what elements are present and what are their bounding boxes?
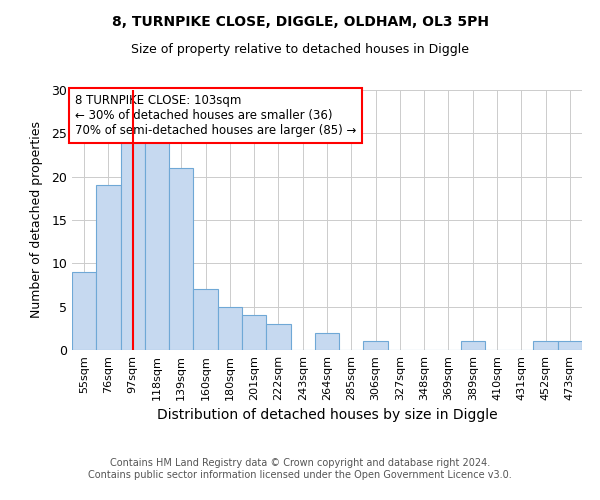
Y-axis label: Number of detached properties: Number of detached properties	[30, 122, 43, 318]
Text: 8, TURNPIKE CLOSE, DIGGLE, OLDHAM, OL3 5PH: 8, TURNPIKE CLOSE, DIGGLE, OLDHAM, OL3 5…	[112, 15, 488, 29]
Bar	[193, 290, 218, 350]
Text: Size of property relative to detached houses in Diggle: Size of property relative to detached ho…	[131, 42, 469, 56]
Bar	[145, 134, 169, 350]
X-axis label: Distribution of detached houses by size in Diggle: Distribution of detached houses by size …	[157, 408, 497, 422]
Bar	[364, 342, 388, 350]
Bar	[266, 324, 290, 350]
Bar	[96, 186, 121, 350]
Text: Contains HM Land Registry data © Crown copyright and database right 2024.
Contai: Contains HM Land Registry data © Crown c…	[88, 458, 512, 480]
Bar	[242, 316, 266, 350]
Bar	[169, 168, 193, 350]
Bar	[558, 342, 582, 350]
Bar	[218, 306, 242, 350]
Bar	[121, 142, 145, 350]
Bar	[533, 342, 558, 350]
Text: 8 TURNPIKE CLOSE: 103sqm
← 30% of detached houses are smaller (36)
70% of semi-d: 8 TURNPIKE CLOSE: 103sqm ← 30% of detach…	[74, 94, 356, 137]
Bar	[315, 332, 339, 350]
Bar	[461, 342, 485, 350]
Bar	[72, 272, 96, 350]
